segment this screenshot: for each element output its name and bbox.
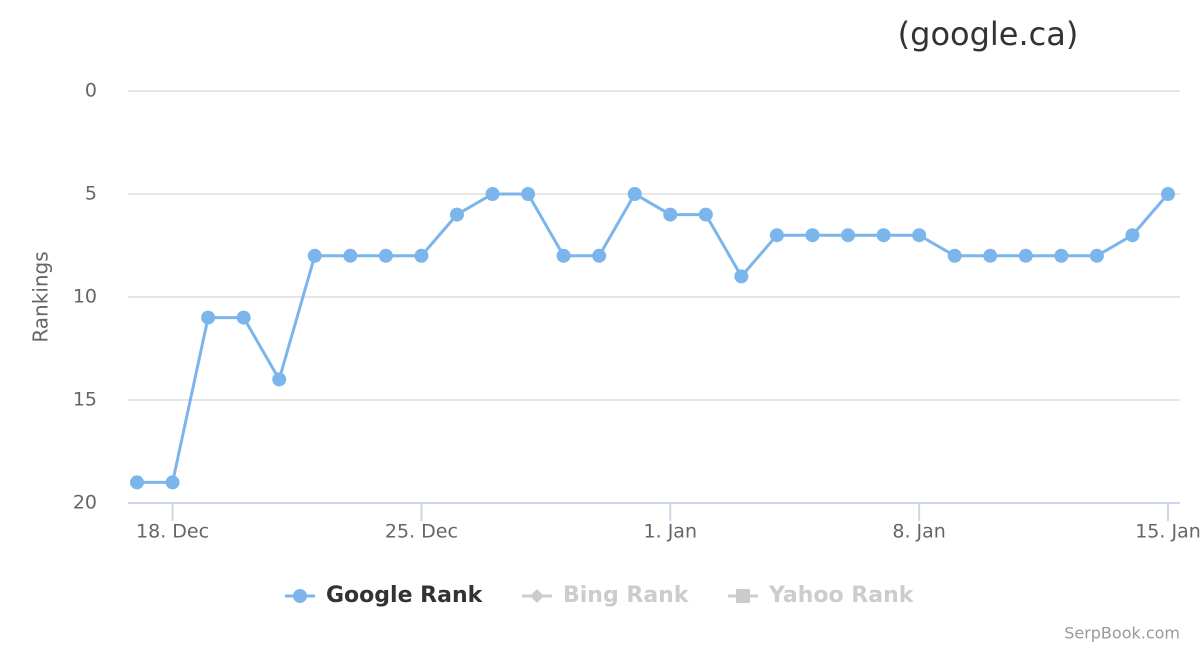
credits: SerpBook.com [1064, 624, 1180, 643]
legend-symbol [736, 589, 750, 603]
x-tick-label: 18. Dec [136, 521, 209, 543]
legend-label[interactable]: Yahoo Rank [768, 583, 915, 608]
data-point [201, 310, 216, 325]
chart-title: (google.ca) [898, 15, 1079, 53]
data-point [485, 187, 500, 201]
legend-symbol [530, 589, 544, 603]
data-point [983, 248, 998, 263]
data-point [556, 248, 571, 263]
y-tick-label: 5 [85, 183, 97, 205]
data-point [805, 228, 820, 243]
data-point [449, 207, 464, 222]
legend-label[interactable]: Bing Rank [563, 583, 690, 608]
y-axis-title: Rankings [29, 251, 53, 342]
data-point [307, 248, 322, 263]
data-point [165, 475, 180, 490]
data-point [769, 228, 784, 243]
data-point [236, 310, 251, 325]
legend-symbol [293, 589, 307, 603]
data-point [521, 187, 536, 201]
data-point [1054, 248, 1069, 263]
data-point [272, 372, 287, 387]
data-point [627, 187, 642, 201]
data-point [663, 207, 678, 222]
legend-label[interactable]: Google Rank [326, 583, 484, 608]
data-point [876, 228, 891, 243]
data-point [947, 248, 962, 263]
data-point [1089, 248, 1104, 263]
data-point [1161, 187, 1175, 201]
data-point [698, 207, 713, 222]
y-tick-label: 20 [73, 492, 97, 514]
data-point [378, 248, 393, 263]
data-point [734, 269, 749, 284]
y-tick-label: 0 [85, 80, 97, 102]
data-point [1018, 248, 1033, 263]
data-point [414, 248, 429, 263]
x-tick-label: 1. Jan [644, 521, 697, 543]
data-point [343, 248, 358, 263]
data-point [912, 228, 927, 243]
y-tick-label: 15 [73, 389, 97, 411]
data-point [130, 475, 144, 490]
series-line [137, 191, 1170, 484]
y-tick-label: 10 [73, 286, 97, 308]
data-point [1125, 228, 1140, 243]
x-tick-label: 25. Dec [385, 521, 458, 543]
x-tick-label: 15. Jan [1135, 521, 1200, 543]
data-point [592, 248, 607, 263]
x-tick-label: 8. Jan [892, 521, 945, 543]
data-point [841, 228, 856, 243]
